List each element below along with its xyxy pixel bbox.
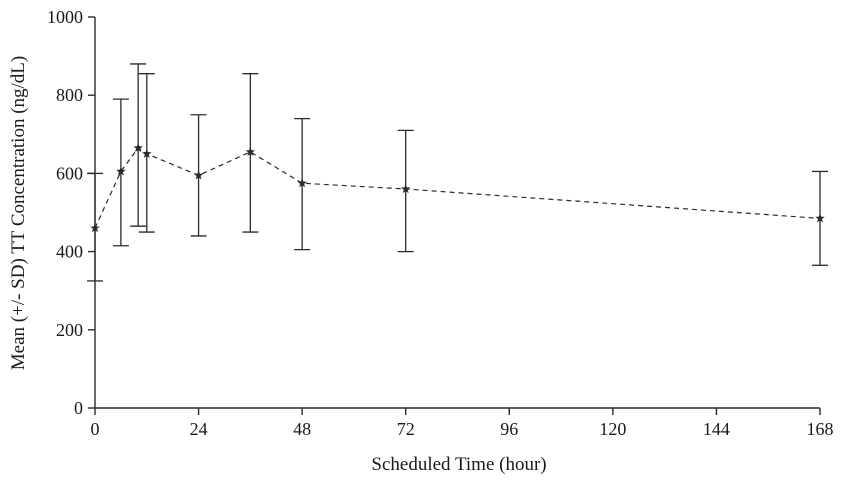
data-point-marker bbox=[133, 142, 143, 153]
x-tick-label: 48 bbox=[293, 419, 311, 439]
data-point-marker bbox=[116, 166, 126, 176]
data-point-marker bbox=[297, 178, 307, 188]
x-tick-label: 168 bbox=[807, 419, 834, 439]
y-tick-label: 400 bbox=[56, 242, 83, 262]
y-tick-label: 800 bbox=[56, 85, 83, 105]
x-tick-label: 144 bbox=[703, 419, 730, 439]
x-tick-label: 96 bbox=[500, 419, 518, 439]
data-point-marker bbox=[815, 213, 825, 223]
data-point-marker bbox=[400, 184, 411, 194]
y-axis-label: Mean (+/- SD) TT Concentration (ng/dL) bbox=[8, 56, 29, 370]
x-tick-label: 72 bbox=[397, 419, 415, 439]
data-point-marker bbox=[245, 146, 256, 156]
y-tick-label: 600 bbox=[56, 163, 83, 183]
series-mean-tt-concentration bbox=[87, 63, 828, 282]
x-tick-label: 0 bbox=[91, 419, 100, 439]
data-point-marker bbox=[193, 170, 204, 180]
x-tick-label: 24 bbox=[190, 419, 208, 439]
y-tick-label: 200 bbox=[56, 320, 83, 340]
x-tick-label: 120 bbox=[599, 419, 626, 439]
y-tick-label: 0 bbox=[74, 398, 83, 418]
y-tick-label: 1000 bbox=[47, 7, 83, 27]
axes: 0 24 48 72 96 120 144 168 0 200 400 600 800 1000 bbox=[47, 7, 834, 439]
data-point-marker bbox=[90, 223, 100, 233]
data-point-marker bbox=[142, 148, 152, 158]
mean-line bbox=[94, 147, 821, 229]
x-axis-label: Scheduled Time (hour) bbox=[371, 454, 546, 475]
